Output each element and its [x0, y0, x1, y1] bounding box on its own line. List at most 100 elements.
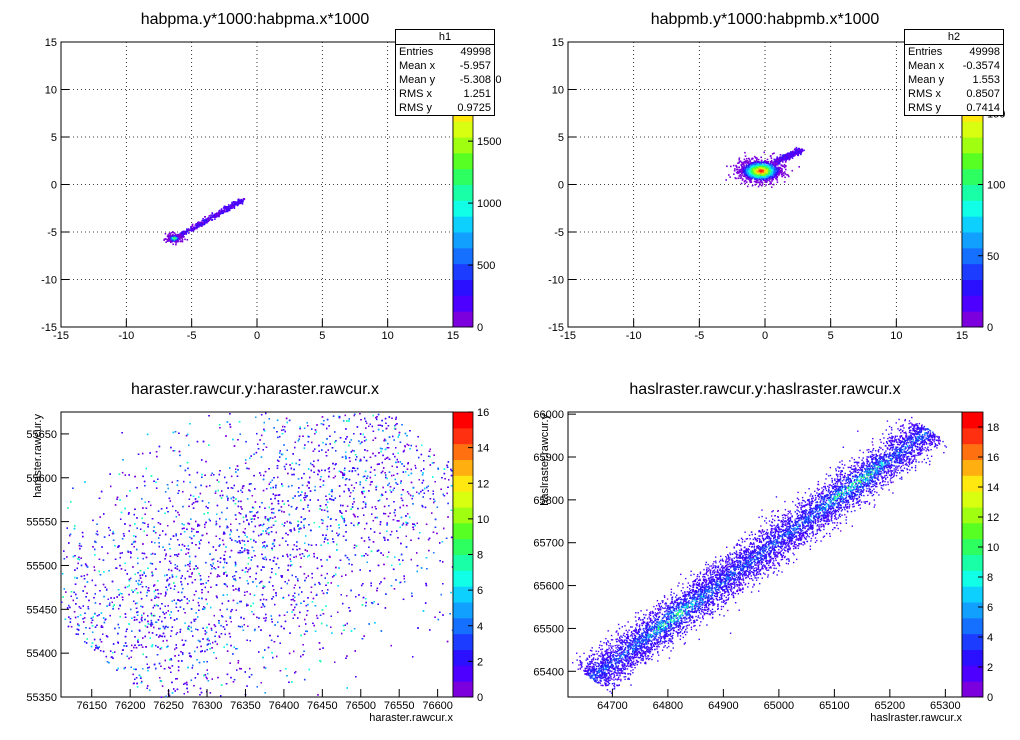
data-cell	[787, 153, 790, 156]
data-cell	[201, 223, 204, 225]
data-cell	[781, 173, 784, 175]
data-cell	[764, 159, 766, 162]
data-cell	[753, 160, 756, 162]
data-cell	[200, 224, 202, 227]
data-cell	[797, 149, 800, 151]
data-cell	[782, 174, 785, 177]
data-cell	[770, 182, 772, 185]
data-cell	[199, 224, 201, 227]
chart-title: habpmb.y*1000:habpmb.x*1000	[651, 11, 880, 28]
data-cell	[763, 166, 765, 169]
data-cell	[202, 219, 205, 222]
data-cell	[224, 205, 226, 208]
x-tick-label: 15	[956, 330, 968, 342]
y-tick-label: 0	[51, 180, 57, 192]
data-cell	[756, 158, 758, 161]
data-cell	[747, 172, 750, 175]
data-cell	[760, 159, 763, 162]
data-cell	[753, 180, 756, 183]
data-cell	[774, 175, 776, 177]
data-cell	[791, 157, 794, 159]
data-cell	[190, 229, 192, 231]
data-cell	[762, 172, 765, 175]
data-cell	[182, 236, 184, 238]
data-cell	[775, 173, 777, 176]
data-cell	[181, 231, 183, 234]
colorbar-cell	[453, 247, 473, 265]
data-cell	[750, 180, 752, 182]
data-cell	[190, 226, 192, 228]
data-cell	[218, 213, 220, 215]
data-cell	[776, 176, 778, 179]
data-cell	[752, 164, 755, 166]
data-cell	[225, 210, 227, 213]
data-cell	[772, 183, 775, 186]
data-cell	[781, 158, 784, 161]
data-cell	[175, 241, 178, 243]
data-cell	[778, 169, 781, 172]
colorbar-cell	[453, 184, 473, 201]
data-cell	[231, 203, 234, 206]
data-cell	[181, 239, 184, 241]
data-cell	[777, 166, 779, 169]
data-cell	[761, 172, 764, 174]
data-cell	[766, 171, 768, 173]
data-cell	[741, 167, 744, 170]
data-cell	[765, 184, 767, 186]
data-cell	[757, 174, 760, 177]
data-cell	[172, 234, 175, 237]
data-cell	[774, 172, 777, 174]
data-cell	[219, 213, 221, 215]
data-cell	[751, 167, 753, 170]
data-cell	[760, 169, 762, 172]
data-cell	[799, 151, 801, 154]
data-cell	[752, 157, 754, 160]
chart-title: haraster.rawcur.y:haraster.rawcur.x	[131, 381, 379, 398]
data-cell	[764, 164, 766, 166]
data-cell	[788, 155, 790, 158]
data-cell	[185, 233, 188, 235]
data-cell	[770, 173, 773, 176]
data-cell	[765, 165, 768, 168]
data-cell	[750, 181, 753, 183]
data-cell	[759, 163, 761, 165]
data-cell	[740, 177, 743, 179]
data-cell	[778, 166, 780, 169]
data-cell	[744, 155, 747, 157]
data-cell	[239, 199, 241, 202]
data-cell	[176, 234, 178, 236]
data-cell	[228, 208, 230, 211]
data-cell	[762, 162, 765, 165]
data-cell	[221, 210, 223, 212]
data-cell	[735, 164, 737, 167]
data-cell	[761, 164, 763, 167]
data-cell	[751, 174, 753, 177]
data-cell	[776, 179, 778, 181]
data-cell	[740, 175, 742, 178]
data-cell	[205, 220, 208, 222]
data-cell	[171, 235, 173, 238]
data-cell	[771, 177, 774, 179]
y-tick-label: -5	[47, 227, 57, 239]
data-cell	[754, 183, 757, 186]
colorbar-cell	[962, 311, 983, 328]
data-cell	[208, 214, 211, 217]
data-cell	[783, 171, 786, 173]
data-cell	[776, 167, 778, 169]
data-cell	[759, 183, 761, 185]
data-cell	[205, 218, 208, 221]
data-cell	[725, 179, 727, 181]
data-cell	[737, 172, 739, 175]
data-cell	[783, 166, 786, 169]
data-cell	[733, 173, 735, 176]
data-cell	[760, 179, 762, 182]
data-cell	[187, 229, 189, 232]
data-cell	[164, 238, 167, 240]
data-cell	[223, 210, 225, 213]
data-cell	[169, 235, 172, 237]
data-cell	[748, 160, 751, 163]
data-cell	[733, 169, 736, 172]
colorbar-cell	[453, 152, 473, 170]
data-cell	[766, 173, 768, 176]
data-cell	[765, 164, 767, 167]
